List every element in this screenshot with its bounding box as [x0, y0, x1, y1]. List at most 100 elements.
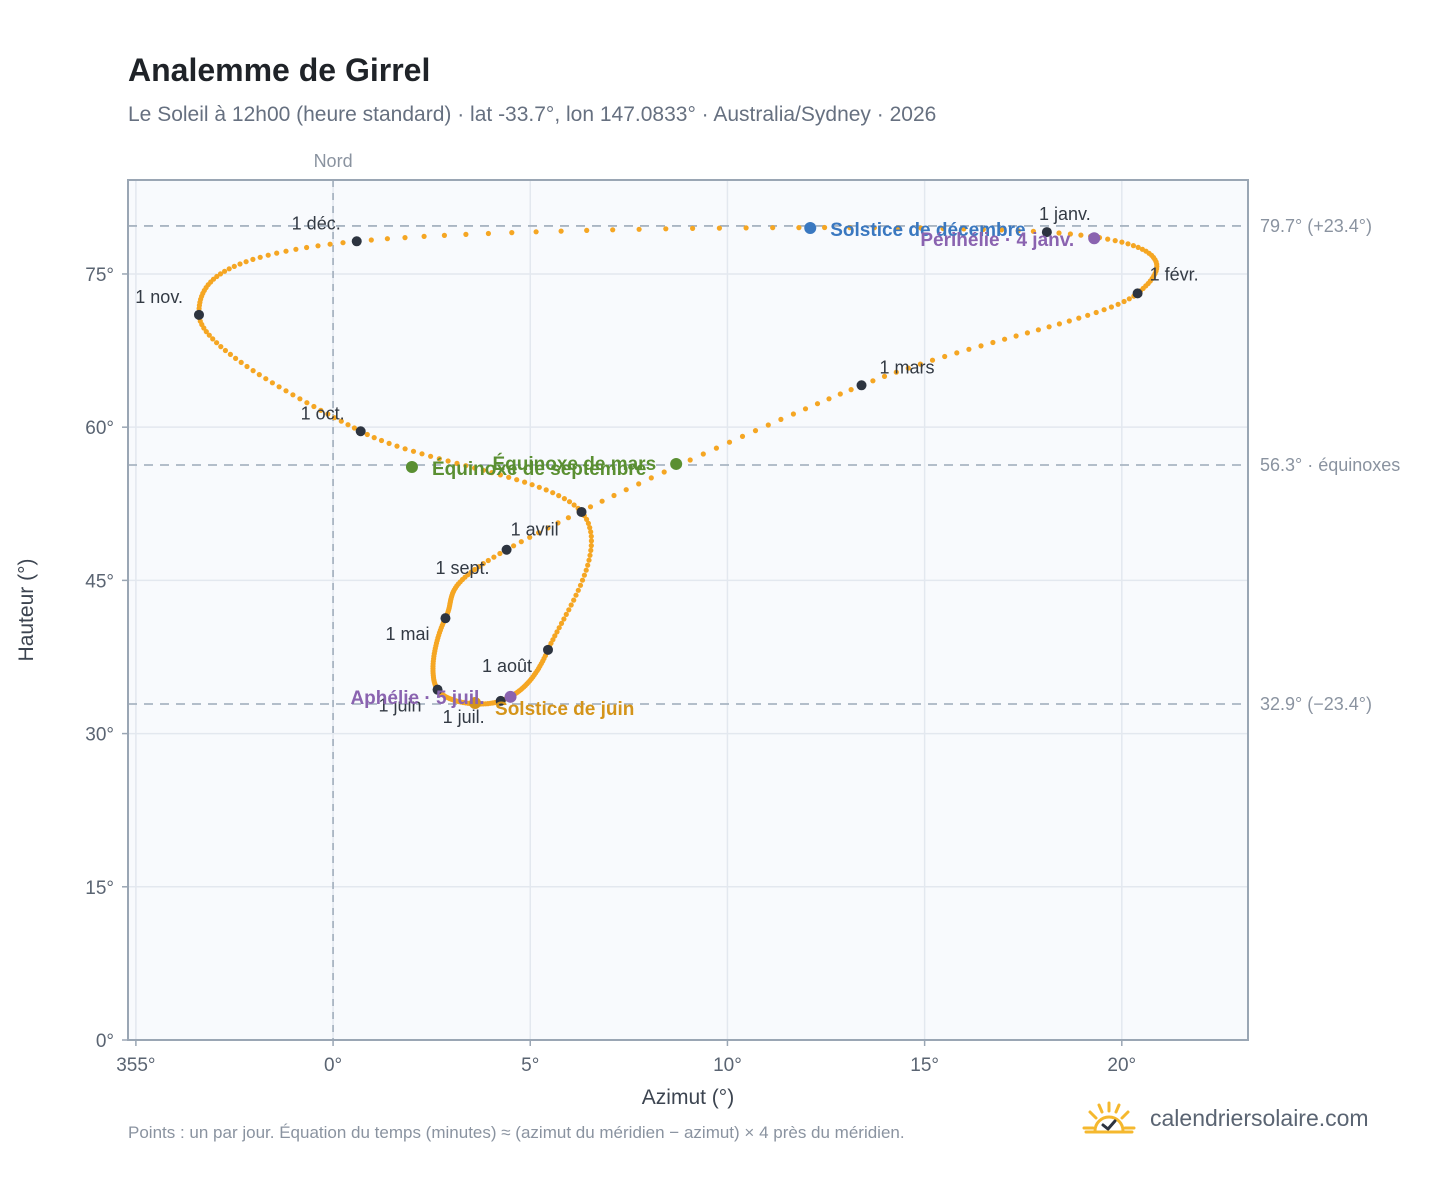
daily-sun-point — [1121, 298, 1127, 305]
daily-sun-point — [480, 561, 486, 567]
daily-sun-point — [929, 357, 936, 363]
daily-sun-point — [918, 225, 924, 231]
x-tick-label: 10° — [713, 1055, 742, 1076]
daily-sun-point — [543, 487, 549, 493]
daily-sun-point — [871, 225, 878, 231]
daily-sun-point — [848, 387, 854, 393]
x-tick-label: 0° — [324, 1055, 342, 1076]
daily-sun-point — [325, 411, 331, 417]
event-label: Solstice de juin — [495, 699, 634, 720]
daily-sun-point — [713, 445, 720, 451]
daily-sun-point — [1046, 324, 1052, 330]
event-point — [469, 696, 482, 709]
daily-sun-point — [826, 396, 832, 402]
daily-sun-point — [561, 616, 567, 622]
daily-sun-point — [1093, 309, 1099, 316]
daily-sun-point — [581, 572, 588, 578]
daily-sun-point — [770, 225, 776, 231]
daily-sun-point — [1066, 318, 1072, 324]
daily-sun-point — [250, 368, 256, 374]
daily-sun-point — [1105, 236, 1111, 242]
daily-sun-point — [588, 533, 594, 539]
daily-sun-point — [338, 418, 344, 424]
y-tick-label: 15° — [85, 878, 114, 899]
daily-sun-point — [510, 543, 517, 549]
reference-lines: Nord 79.7° (+23.4°) 56.3° · équinoxes 32.9°… — [128, 151, 1400, 1040]
month-point — [495, 695, 506, 706]
daily-sun-point — [327, 241, 333, 247]
daily-sun-point — [1030, 228, 1036, 234]
daily-sun-point — [610, 227, 616, 233]
daily-sun-point — [588, 543, 594, 549]
daily-sun-point — [274, 250, 280, 256]
daily-sun-point — [436, 456, 442, 462]
daily-sun-point — [497, 472, 503, 478]
daily-sun-point — [421, 233, 427, 239]
daily-sun-point — [575, 587, 581, 593]
month-label: 1 déc. — [292, 213, 341, 233]
month-point — [576, 506, 587, 517]
daily-sun-point — [588, 529, 594, 535]
daily-sun-point — [222, 347, 228, 354]
daily-sun-point — [648, 475, 654, 481]
y-tick-label: 0° — [96, 1031, 114, 1052]
daily-sun-point — [276, 384, 282, 390]
daily-sun-point — [847, 225, 853, 231]
daily-sun-point — [587, 504, 594, 510]
daily-sun-point — [1056, 321, 1062, 327]
daily-sun-point — [545, 525, 551, 531]
daily-sun-point — [558, 228, 564, 234]
month-label: 1 août — [482, 656, 532, 676]
daily-sun-point — [577, 582, 584, 588]
daily-sun-point — [485, 557, 491, 564]
month-point — [1041, 227, 1052, 238]
daily-sun-point — [1078, 232, 1084, 238]
reference-label: 56.3° · équinoxes — [1260, 455, 1400, 475]
daily-sun-point — [1130, 243, 1136, 249]
event-point — [1088, 232, 1101, 245]
daily-sun-point — [716, 225, 723, 231]
chart-subtitle: Le Soleil à 12h00 (heure standard) · lat… — [128, 103, 937, 126]
month-point — [501, 544, 512, 555]
daily-sun-point — [1067, 231, 1073, 237]
daily-sun-point — [1125, 241, 1131, 247]
x-axis-title: Azimut (°) — [642, 1086, 734, 1109]
daily-sun-point — [881, 373, 888, 379]
daily-sun-point — [536, 484, 542, 490]
daily-sun-point — [509, 230, 515, 236]
footnote: Points : un par jour. Équation du temps … — [128, 1123, 905, 1142]
daily-sun-point — [573, 592, 579, 598]
daily-sun-point — [583, 567, 589, 573]
daily-sun-point — [518, 539, 524, 545]
daily-sun-point — [585, 520, 592, 527]
daily-sun-point — [238, 359, 244, 365]
daily-sun-point — [980, 226, 986, 232]
daily-sun-point — [210, 336, 216, 342]
event-label: Solstice de décembre — [830, 220, 1025, 241]
brand[interactable]: calendriersolaire.com — [1082, 1101, 1369, 1135]
daily-sun-point — [402, 446, 408, 452]
daily-sun-point — [814, 401, 821, 407]
daily-sun-point — [1085, 312, 1091, 318]
daily-sun-point — [378, 437, 385, 444]
daily-sun-point — [700, 451, 706, 457]
daily-sun-point — [218, 344, 224, 350]
month-label: 1 févr. — [1150, 264, 1199, 284]
daily-sun-point — [588, 538, 595, 544]
daily-sun-point — [587, 552, 593, 558]
daily-sun-point — [265, 252, 271, 258]
daily-sun-point — [778, 416, 784, 422]
daily-sun-point — [978, 343, 984, 349]
daily-sun-point — [636, 481, 642, 487]
daily-sun-point — [566, 607, 572, 613]
daily-sun-point — [1112, 238, 1118, 244]
plot-frame — [127, 179, 1249, 1041]
daily-sun-point — [552, 633, 558, 639]
daily-sun-point — [472, 465, 478, 471]
daily-sun-point — [428, 453, 434, 459]
daily-sun-point — [998, 227, 1005, 233]
daily-sun-point — [822, 224, 828, 231]
y-tick-label: 45° — [85, 571, 114, 592]
daily-sun-point — [739, 433, 746, 439]
